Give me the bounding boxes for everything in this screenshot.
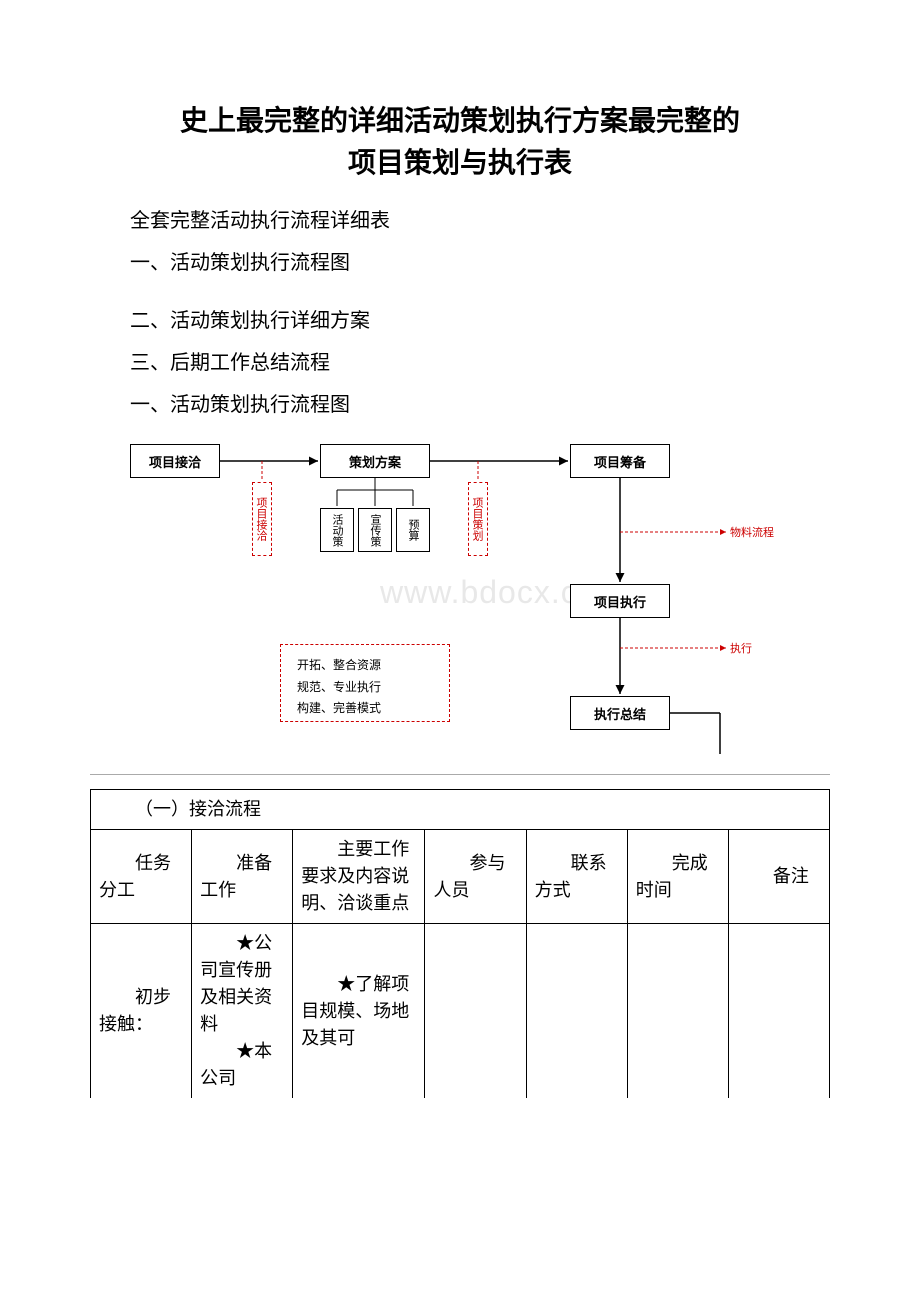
principle-line-2: 规范、专业执行 xyxy=(297,677,433,699)
cell-prep: ★公司宣传册及相关资料 ★本公司 xyxy=(192,924,293,1099)
cell-remark xyxy=(728,924,829,1099)
flow-label-material: 物料流程 xyxy=(730,526,774,540)
title-line-1: 史上最完整的详细活动策划执行方案最完整的 xyxy=(180,105,740,136)
cell-deadline xyxy=(627,924,728,1099)
table-section-header: （一）接洽流程 xyxy=(91,790,830,830)
title-line-2: 项目策划与执行表 xyxy=(348,147,572,178)
table-header-row: 任务分工 准备工作 主要工作要求及内容说明、洽谈重点 参与人员 联系方式 完成时… xyxy=(91,830,830,924)
flow-node-execution: 项目执行 xyxy=(570,584,670,618)
process-table: （一）接洽流程 任务分工 准备工作 主要工作要求及内容说明、洽谈重点 参与人员 … xyxy=(90,789,830,1098)
paragraph-sec1a: 一、活动策划执行流程图 xyxy=(90,244,830,282)
table-row: 初步接触： ★公司宣传册及相关资料 ★本公司 ★了解项目规模、场地及其可 xyxy=(91,924,830,1099)
col-task: 任务分工 xyxy=(91,830,192,924)
col-requirements: 主要工作要求及内容说明、洽谈重点 xyxy=(293,830,425,924)
col-remark: 备注 xyxy=(728,830,829,924)
paragraph-sec2: 二、活动策划执行详细方案 xyxy=(90,302,830,340)
flow-label-exec: 执行 xyxy=(730,642,752,656)
flow-node-project-contact: 项目接洽 xyxy=(130,444,220,478)
flow-subnode-promotion: 宣传策 xyxy=(358,508,392,552)
principle-line-3: 构建、完善模式 xyxy=(297,698,433,720)
paragraph-sec3: 三、后期工作总结流程 xyxy=(90,344,830,382)
col-prep: 准备工作 xyxy=(192,830,293,924)
flow-note-planning: 项目策划 xyxy=(468,482,488,556)
col-deadline: 完成时间 xyxy=(627,830,728,924)
cell-task: 初步接触： xyxy=(91,924,192,1099)
flow-node-summary: 执行总结 xyxy=(570,696,670,730)
page-title: 史上最完整的详细活动策划执行方案最完整的 项目策划与执行表 xyxy=(90,100,830,184)
principle-line-1: 开拓、整合资源 xyxy=(297,655,433,677)
divider xyxy=(90,774,830,775)
flowchart: www.bdocx.com xyxy=(120,434,800,764)
col-participants: 参与人员 xyxy=(425,830,526,924)
flow-principles-box: 开拓、整合资源 规范、专业执行 构建、完善模式 xyxy=(280,644,450,722)
flow-subnode-activity: 活动策 xyxy=(320,508,354,552)
cell-contact xyxy=(526,924,627,1099)
table-section-row: （一）接洽流程 xyxy=(91,790,830,830)
flow-node-preparation: 项目筹备 xyxy=(570,444,670,478)
cell-req: ★了解项目规模、场地及其可 xyxy=(293,924,425,1099)
cell-participants xyxy=(425,924,526,1099)
col-contact: 联系方式 xyxy=(526,830,627,924)
flowchart-connectors xyxy=(120,434,800,764)
paragraph-intro: 全套完整活动执行流程详细表 xyxy=(90,202,830,240)
paragraph-sec1b: 一、活动策划执行流程图 xyxy=(90,386,830,424)
flow-node-planning: 策划方案 xyxy=(320,444,430,478)
flow-subnode-budget: 预算 xyxy=(396,508,430,552)
flow-note-contact: 项目接洽 xyxy=(252,482,272,556)
